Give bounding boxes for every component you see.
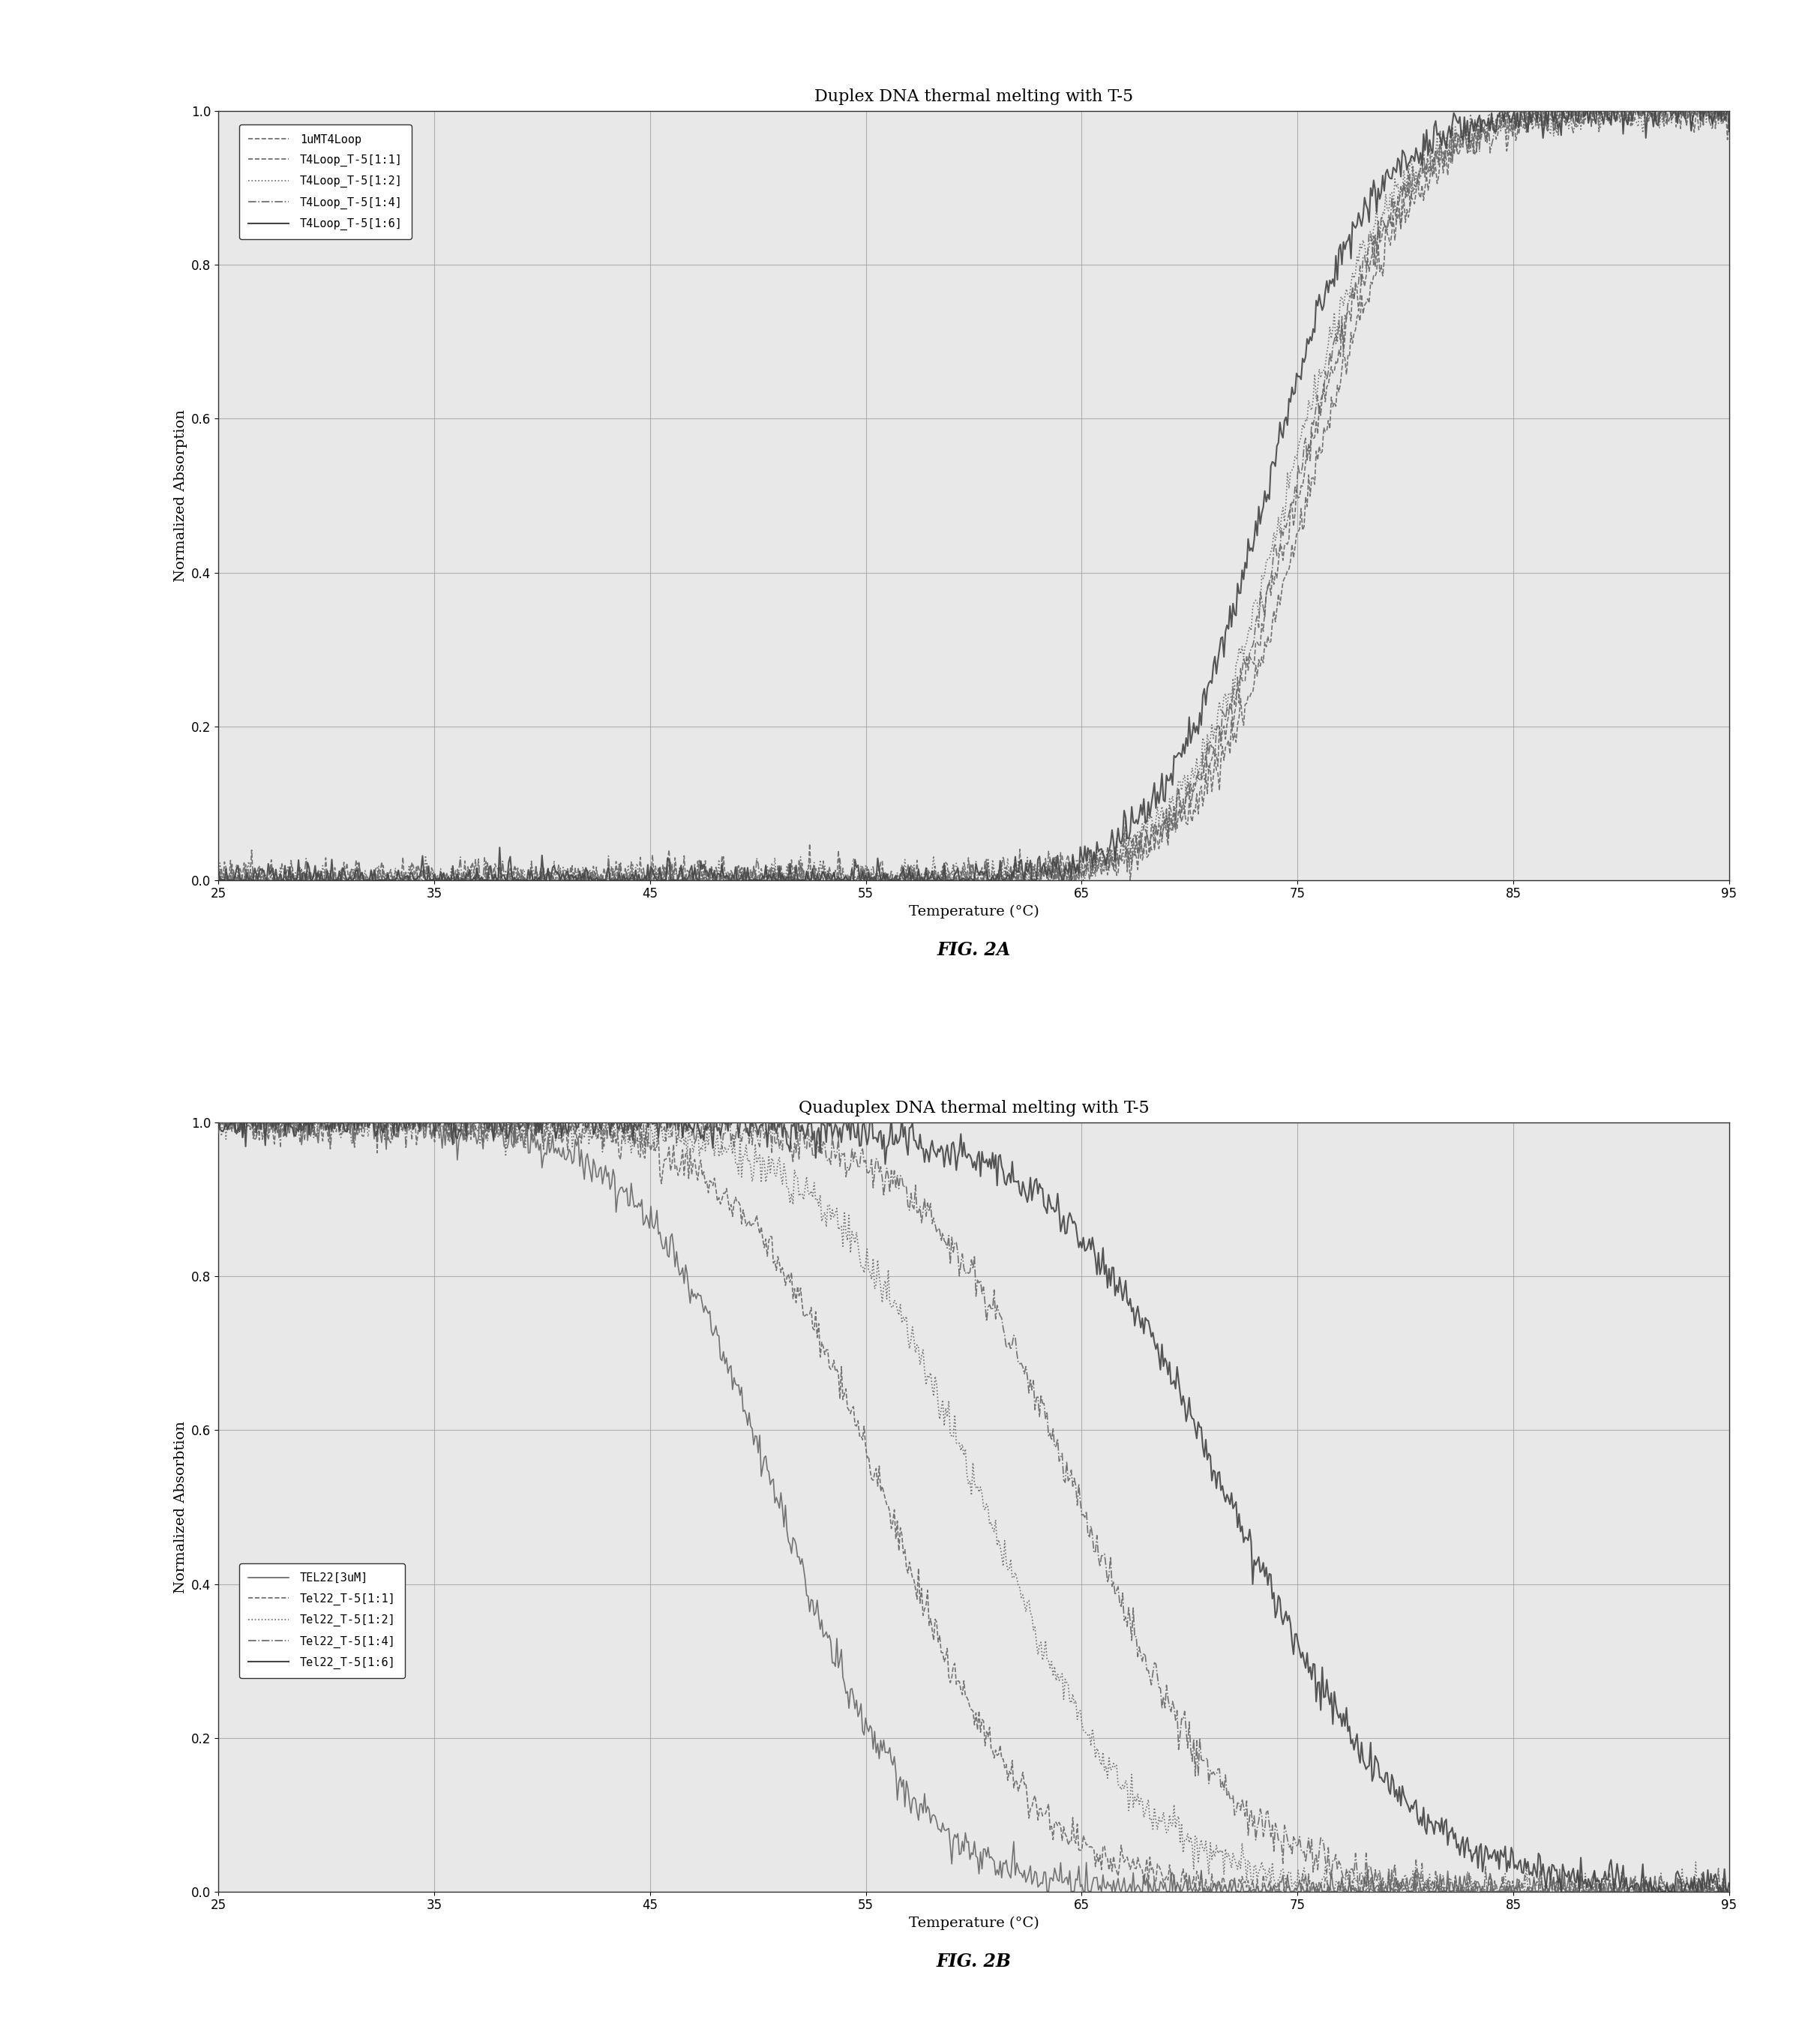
Y-axis label: Normalized Absorption: Normalized Absorption — [173, 409, 187, 583]
Y-axis label: Normalized Absorbtion: Normalized Absorbtion — [173, 1420, 187, 1594]
Text: FIG. 2A: FIG. 2A — [937, 941, 1010, 959]
X-axis label: Temperature (°C): Temperature (°C) — [908, 1916, 1039, 1930]
Title: Quaduplex DNA thermal melting with T-5: Quaduplex DNA thermal melting with T-5 — [799, 1101, 1148, 1117]
Legend: 1uMT4Loop, T4Loop_T-5[1:1], T4Loop_T-5[1:2], T4Loop_T-5[1:4], T4Loop_T-5[1:6]: 1uMT4Loop, T4Loop_T-5[1:1], T4Loop_T-5[1… — [238, 125, 411, 239]
Title: Duplex DNA thermal melting with T-5: Duplex DNA thermal melting with T-5 — [814, 89, 1134, 105]
Text: FIG. 2B: FIG. 2B — [935, 1952, 1012, 1970]
Legend: TEL22[3uM], Tel22_T-5[1:1], Tel22_T-5[1:2], Tel22_T-5[1:4], Tel22_T-5[1:6]: TEL22[3uM], Tel22_T-5[1:1], Tel22_T-5[1:… — [238, 1564, 404, 1679]
X-axis label: Temperature (°C): Temperature (°C) — [908, 904, 1039, 918]
